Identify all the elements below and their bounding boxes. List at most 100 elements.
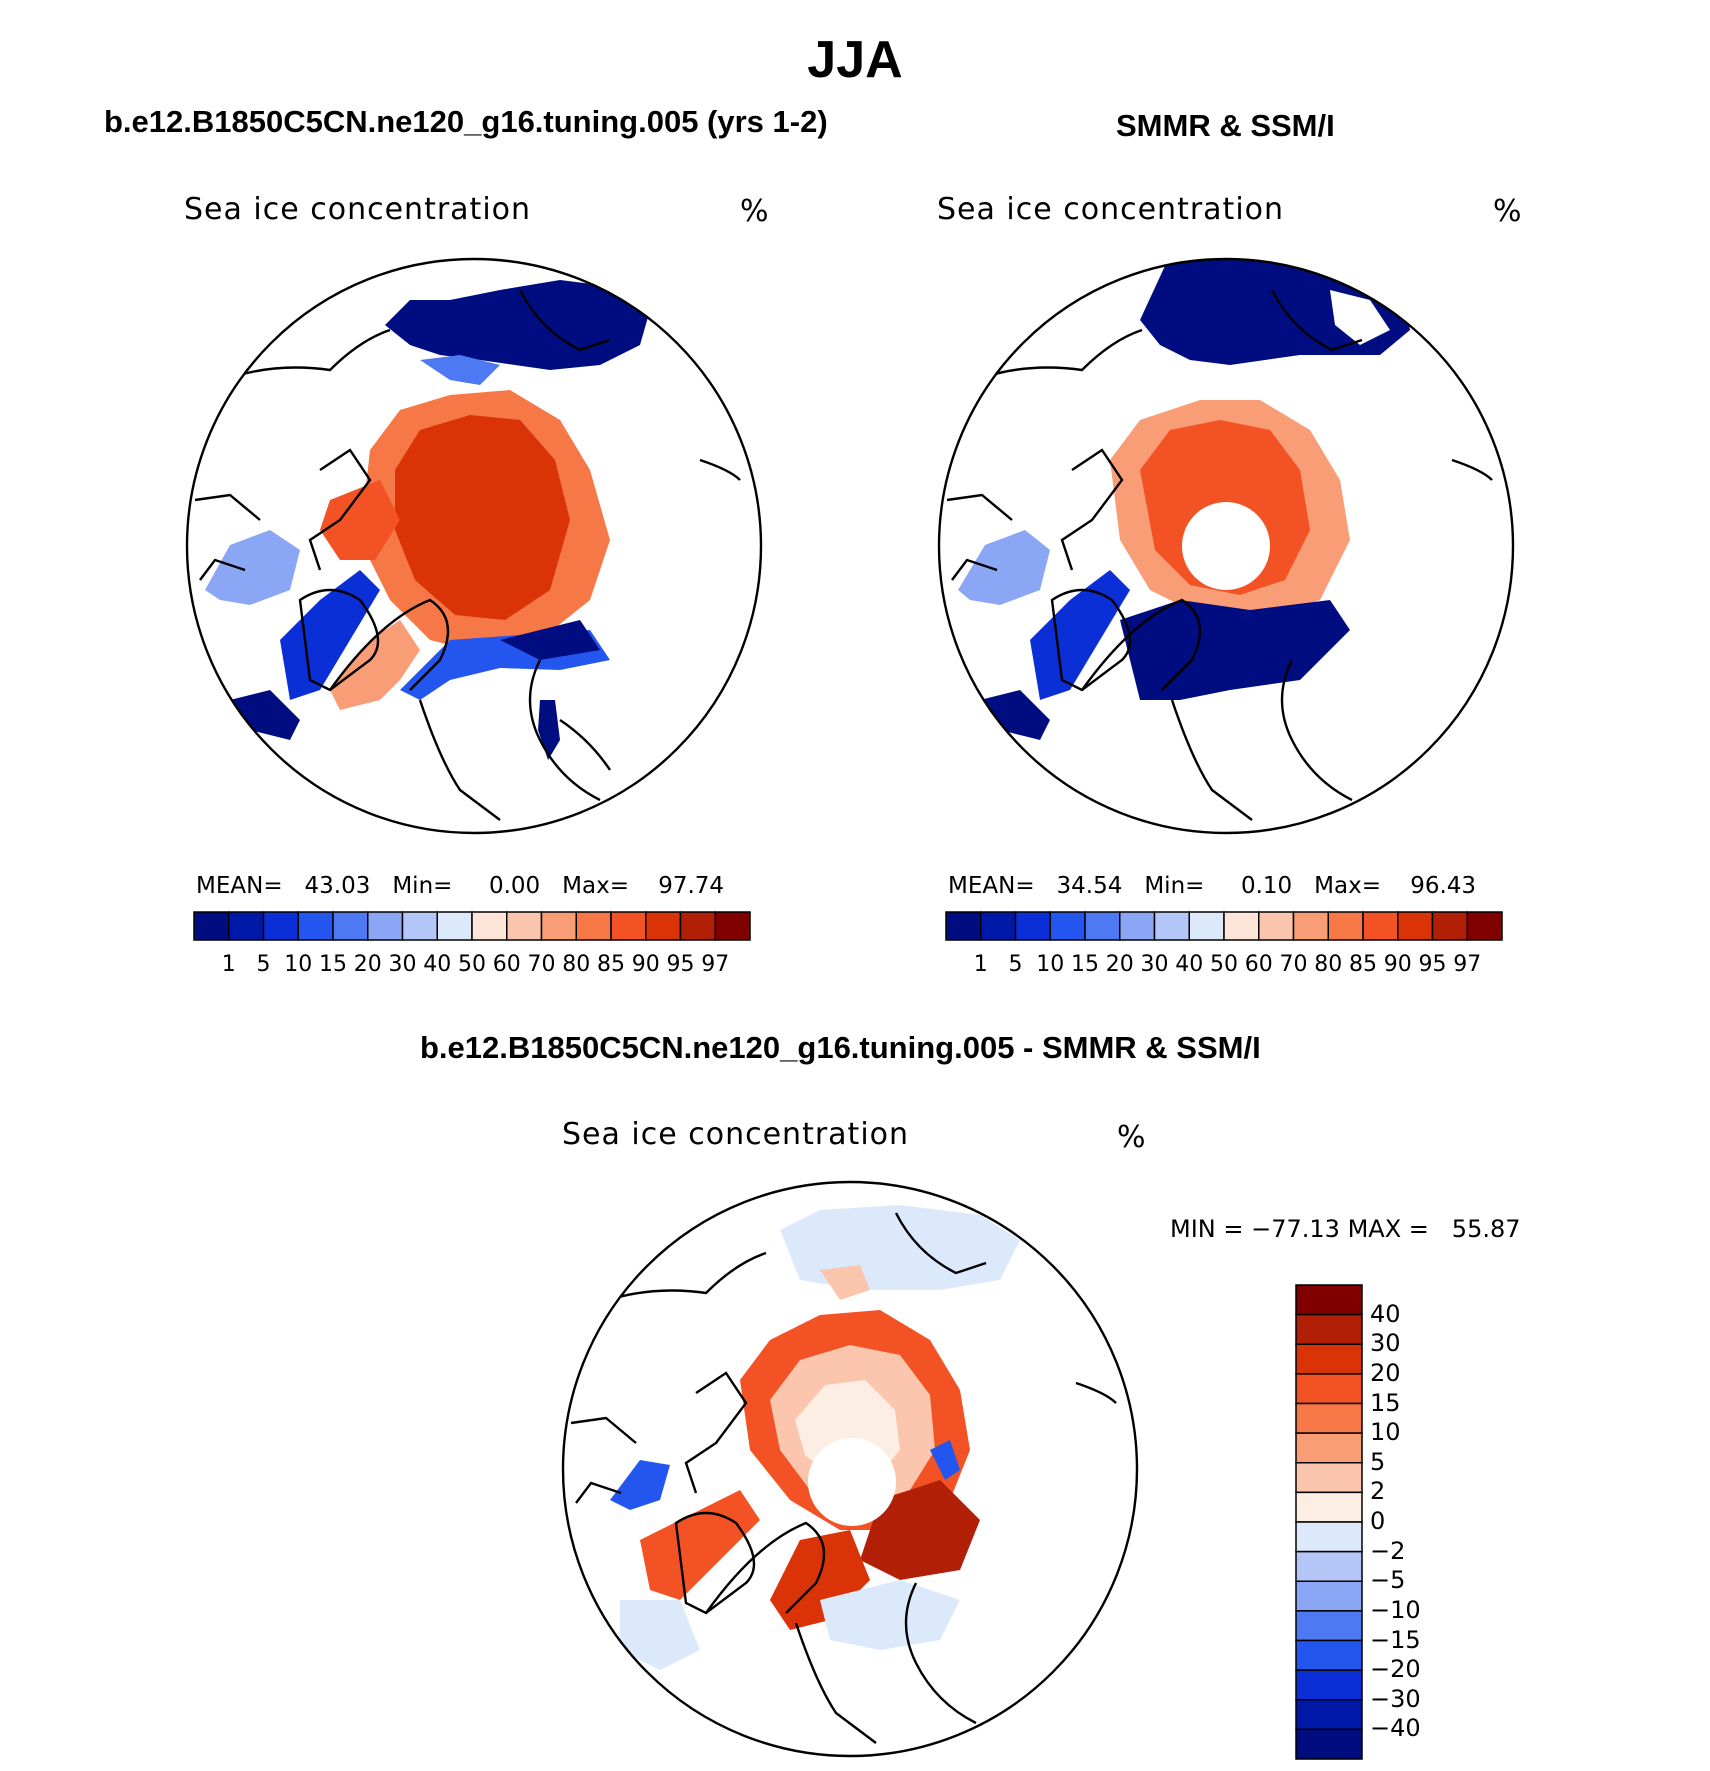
difference-colorbar-tick: 2 [1370, 1477, 1386, 1506]
model-colorbar-swatch [262, 911, 299, 941]
model-colorbar-swatch [645, 911, 682, 941]
difference-colorbar-tick: 20 [1370, 1358, 1401, 1387]
model-colorbar-tick: 60 [492, 952, 521, 977]
obs-variable-label: Sea ice concentration [937, 192, 1285, 227]
obs-stats: MEAN= 34.54 Min= 0.10 Max= 96.43 [948, 873, 1477, 899]
model-central-ice-inner [395, 415, 570, 620]
obs-colorbar-swatch [1431, 911, 1468, 941]
obs-units-label: % [1493, 194, 1522, 229]
model-colorbar-tick: 85 [597, 952, 625, 977]
model-variable-label: Sea ice concentration [184, 192, 532, 227]
model-colorbar-tick: 15 [319, 952, 347, 977]
difference-colorbar-swatch [1295, 1284, 1363, 1316]
difference-colorbar-ticks: 40 30 20 15 10 5 2 0 −2 −5 −10 −15 −20 −30 −40 [1370, 1284, 1470, 1760]
obs-colorbar-swatch [1258, 911, 1295, 941]
obs-colorbar-swatch [980, 911, 1017, 941]
model-bering-ice-edge [420, 355, 500, 385]
difference-coastlines [570, 1212, 1117, 1744]
difference-colorbar-swatch [1295, 1343, 1363, 1375]
figure-title: JJA [807, 31, 903, 89]
difference-colorbar-swatch [1295, 1432, 1363, 1464]
obs-bering-ice-gap [1330, 290, 1390, 345]
diff-central-outer [740, 1310, 970, 1530]
model-central-ice-outer [360, 390, 610, 655]
obs-colorbar-tick: 85 [1349, 952, 1377, 977]
obs-colorbar-swatch [1397, 911, 1434, 941]
difference-colorbar-swatch [1295, 1550, 1363, 1583]
obs-colorbar-swatch [1223, 911, 1260, 941]
difference-colorbar-swatch [1295, 1610, 1363, 1642]
difference-colorbar-tick: −20 [1370, 1655, 1421, 1684]
obs-colorbar [945, 911, 1503, 941]
model-colorbar-tick: 50 [458, 952, 486, 977]
difference-colorbar-swatch [1295, 1313, 1363, 1346]
model-colorbar-tick: 97 [701, 952, 730, 977]
obs-panel-title: SMMR & SSM/I [1116, 108, 1335, 143]
obs-colorbar-tick: 30 [1140, 952, 1169, 977]
model-colorbar-swatch [506, 911, 543, 941]
obs-colorbar-tick: 10 [1036, 952, 1065, 977]
model-colorbar-swatch [367, 911, 404, 941]
obs-pole-hole [1182, 502, 1270, 590]
difference-colorbar-tick: −2 [1370, 1536, 1406, 1565]
difference-colorbar-swatch [1295, 1491, 1363, 1523]
model-bering-ice [385, 280, 650, 370]
difference-colorbar-tick: 0 [1370, 1507, 1386, 1535]
difference-colorbar-tick: 15 [1370, 1388, 1401, 1417]
model-colorbar-tick: 70 [527, 952, 556, 977]
difference-colorbar-tick: −40 [1370, 1714, 1421, 1743]
model-labrador-ice [230, 690, 300, 740]
obs-colorbar-swatch [1188, 911, 1225, 941]
diff-central-inner [795, 1380, 900, 1480]
difference-units-label: % [1117, 1120, 1146, 1155]
difference-variable-label: Sea ice concentration [562, 1117, 910, 1152]
difference-colorbar-swatch [1295, 1373, 1363, 1405]
obs-colorbar-tick: 20 [1105, 952, 1134, 977]
model-colorbar-swatch [401, 911, 438, 941]
model-panel-title: b.e12.B1850C5CN.ne120_g16.tuning.005 (yr… [104, 104, 828, 139]
model-colorbar-swatch [228, 911, 265, 941]
diff-kara-pos [860, 1480, 980, 1580]
obs-colorbar-swatch [1119, 911, 1156, 941]
difference-colorbar-tick: 10 [1370, 1418, 1401, 1447]
diff-bering-pale [780, 1205, 1020, 1290]
obs-colorbar-swatch [1327, 911, 1364, 941]
diff-chukchi-pos [820, 1265, 870, 1300]
obs-colorbar-tick: 80 [1314, 952, 1343, 977]
model-colorbar-swatch [436, 911, 473, 941]
model-east-greenland-ice [330, 620, 420, 710]
obs-colorbar-swatch [1362, 911, 1399, 941]
model-hudson-ice [205, 530, 300, 605]
model-baltic-ice [538, 700, 560, 760]
difference-colorbar-tick: −10 [1370, 1595, 1421, 1624]
difference-stats: MIN = −77.13 MAX = 55.87 [1170, 1215, 1521, 1243]
diff-central-mid [770, 1345, 935, 1505]
difference-colorbar-swatch [1295, 1462, 1363, 1494]
model-colorbar-swatch [471, 911, 508, 941]
difference-colorbar-tick: −5 [1370, 1566, 1406, 1595]
obs-colorbar-tick: 1 [973, 952, 988, 977]
obs-colorbar-swatch [1049, 911, 1086, 941]
model-colorbar-tick: 30 [388, 952, 417, 977]
obs-colorbar-tick: 70 [1279, 952, 1308, 977]
obs-colorbar-swatch [1466, 911, 1503, 941]
model-colorbar-tick: 1 [221, 952, 236, 977]
diff-baffin-pos [640, 1490, 760, 1600]
diff-barents-pos [770, 1530, 870, 1630]
obs-colorbar-tick: 50 [1210, 952, 1238, 977]
model-colorbar-tick: 5 [256, 952, 271, 977]
obs-colorbar-tick: 60 [1244, 952, 1273, 977]
obs-colorbar-tick: 97 [1453, 952, 1482, 977]
model-colorbar-swatch [332, 911, 369, 941]
difference-colorbar-tick: 30 [1370, 1329, 1401, 1358]
model-colorbar-tick: 90 [631, 952, 660, 977]
model-colorbar-swatch [714, 911, 751, 941]
obs-central-ice-inner [1140, 420, 1310, 595]
obs-colorbar-swatch [1292, 911, 1329, 941]
model-colorbar-swatch [193, 911, 230, 941]
obs-baffin-ice [1030, 570, 1130, 700]
model-colorbar [193, 911, 751, 941]
model-colorbar-tick: 40 [423, 952, 452, 977]
difference-colorbar-swatch [1295, 1669, 1363, 1701]
difference-colorbar-swatch [1295, 1728, 1363, 1760]
